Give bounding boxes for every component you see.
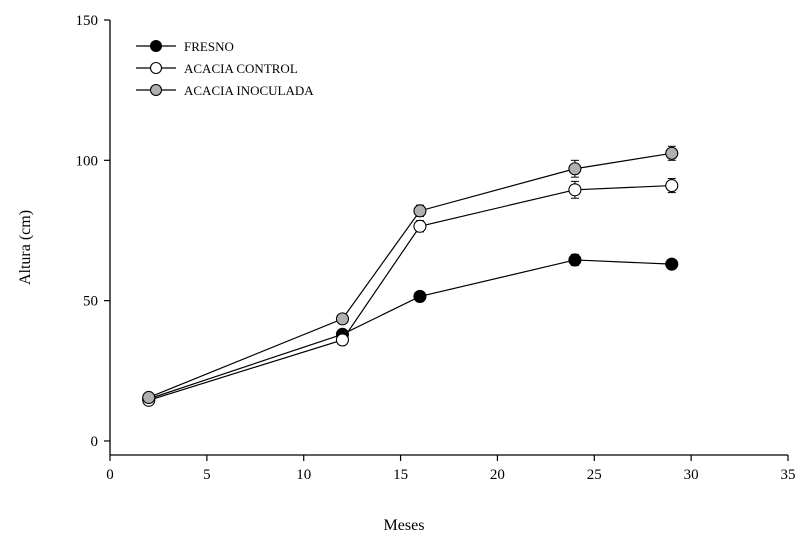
data-point	[568, 253, 582, 267]
x-tick-label: 25	[587, 467, 602, 483]
series-line	[148, 152, 672, 399]
legend-item: FRESNO	[136, 39, 234, 54]
series-acacia-control	[142, 178, 679, 407]
legend-label: FRESNO	[184, 39, 234, 54]
data-point	[665, 146, 679, 160]
x-tick-label: 30	[684, 467, 699, 483]
data-point	[665, 257, 679, 271]
data-point	[142, 390, 156, 405]
ticks: 0 5 10 15 20 25 30 35 0 50 100 150	[76, 13, 795, 483]
x-tick-label: 15	[393, 467, 408, 483]
legend: FRESNO ACACIA CONTROL ACACIA INOCULADA	[136, 39, 314, 98]
x-tick-label: 0	[106, 467, 114, 483]
legend-marker	[149, 61, 163, 75]
data-point	[335, 333, 350, 347]
legend-item: ACACIA INOCULADA	[136, 83, 314, 98]
x-tick-label: 10	[296, 467, 311, 483]
y-tick-label: 100	[76, 153, 99, 169]
data-point	[568, 162, 582, 176]
legend-marker	[149, 39, 163, 53]
series-line	[148, 259, 672, 400]
legend-label: ACACIA CONTROL	[184, 61, 298, 76]
series-line	[148, 184, 672, 401]
y-axis-title: Altura (cm)	[17, 210, 34, 285]
series	[142, 145, 679, 407]
data-point	[568, 183, 582, 197]
legend-label: ACACIA INOCULADA	[184, 83, 314, 98]
legend-marker	[149, 83, 163, 97]
series-fresno	[142, 253, 679, 406]
x-tick-label: 5	[203, 467, 211, 483]
x-tick-label: 20	[490, 467, 505, 483]
x-tick-label: 35	[781, 467, 795, 483]
y-tick-label: 150	[76, 13, 99, 29]
y-tick-label: 50	[83, 294, 98, 310]
legend-item: ACACIA CONTROL	[136, 61, 298, 76]
series-acacia-inoculada	[142, 145, 679, 405]
data-point	[413, 219, 427, 233]
axes	[109, 20, 788, 456]
data-point	[665, 179, 679, 193]
y-tick-label: 0	[91, 434, 99, 450]
data-point	[413, 289, 427, 303]
data-point	[335, 312, 350, 326]
data-point	[413, 204, 427, 218]
x-axis-title: Meses	[384, 517, 425, 534]
